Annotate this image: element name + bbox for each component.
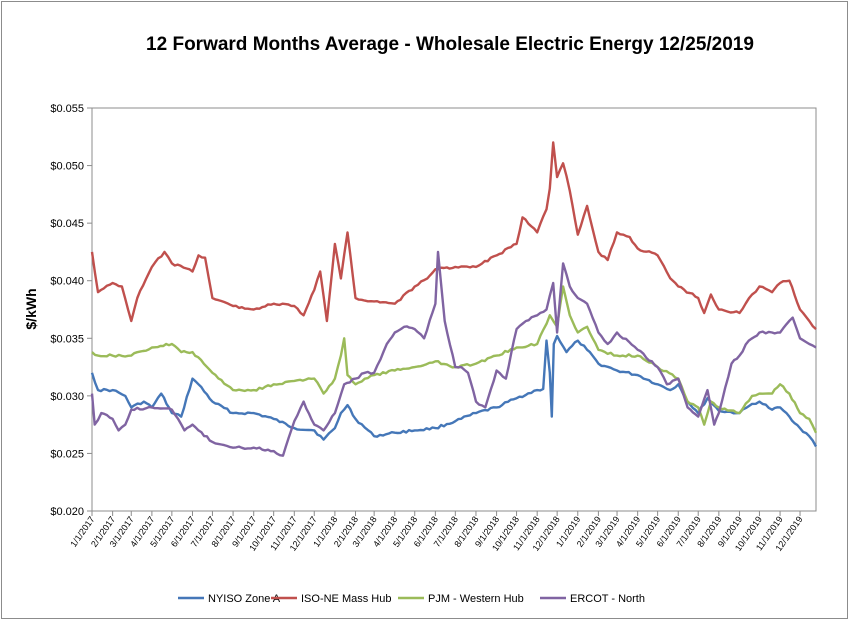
series-layer	[90, 141, 818, 457]
y-tick-label: $0.055	[50, 103, 84, 115]
legend-label: NYISO Zone A	[208, 593, 281, 605]
legend-label: ERCOT - North	[570, 593, 645, 605]
chart-title: 12 Forward Months Average - Wholesale El…	[146, 34, 754, 55]
legend-item: ISO-NE Mass Hub	[271, 593, 391, 605]
y-tick-label: $0.025	[50, 448, 84, 460]
y-axis: $0.020 $0.025 $0.030 $0.035 $0.040 $0.045 $0.0…	[50, 103, 92, 518]
series-line	[90, 334, 818, 448]
y-axis-title: $/kWh	[23, 288, 39, 329]
x-axis: 1/1/20172/1/20173/1/20174/1/20175/1/2017…	[68, 511, 805, 553]
legend-item: NYISO Zone A	[178, 593, 281, 605]
series-line	[90, 141, 817, 330]
y-tick-label: $0.050	[50, 161, 84, 173]
y-tick-label: $0.035	[50, 333, 84, 345]
legend-label: PJM - Western Hub	[428, 593, 524, 605]
legend-label: ISO-NE Mass Hub	[301, 593, 391, 605]
legend-item: PJM - Western Hub	[398, 593, 524, 605]
y-tick-label: $0.020	[50, 506, 84, 518]
plot-area	[91, 107, 817, 512]
y-tick-label: $0.045	[50, 218, 84, 230]
series-line	[90, 250, 817, 457]
y-tick-label: $0.030	[50, 391, 84, 403]
legend-item: ERCOT - North	[540, 593, 645, 605]
legend: NYISO Zone A ISO-NE Mass Hub PJM - Western…	[178, 593, 645, 605]
series-line	[91, 285, 818, 434]
y-tick-label: $0.040	[50, 276, 84, 288]
